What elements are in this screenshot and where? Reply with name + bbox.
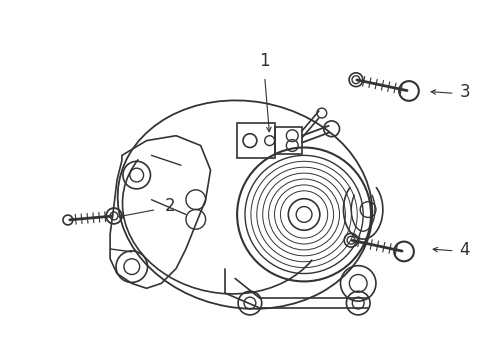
Text: 4: 4 (460, 241, 470, 259)
Text: 2: 2 (164, 197, 175, 215)
Text: 3: 3 (460, 84, 470, 102)
Text: 1: 1 (259, 52, 270, 70)
